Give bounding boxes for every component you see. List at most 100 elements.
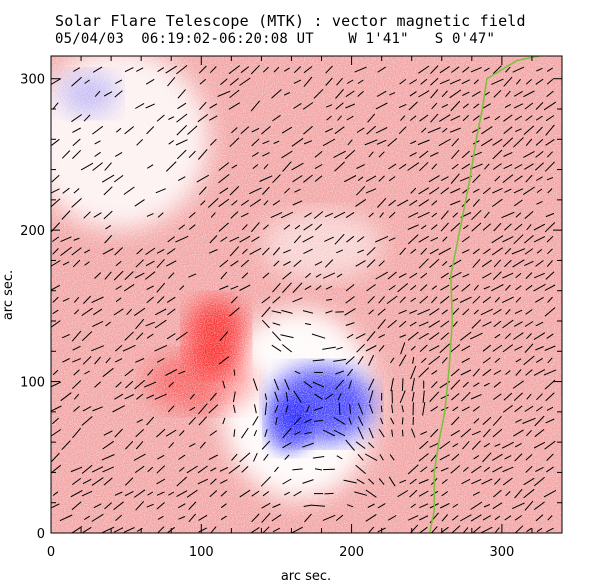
field-vector (261, 306, 271, 318)
field-vector (156, 258, 165, 269)
field-vector (514, 515, 523, 521)
field-vector (252, 164, 259, 169)
field-vector (379, 212, 384, 218)
field-vector (251, 151, 259, 157)
field-vector (511, 502, 525, 510)
field-vector (51, 174, 60, 183)
field-vector (156, 282, 166, 293)
field-vector (156, 428, 166, 438)
field-vector (102, 440, 114, 450)
field-vector (84, 261, 90, 266)
field-vector (73, 296, 80, 303)
field-vector (51, 381, 62, 388)
field-vector (274, 466, 279, 473)
field-vector (114, 428, 123, 438)
field-vector (366, 125, 377, 135)
field-vector (546, 260, 553, 267)
field-vector (104, 271, 112, 280)
field-vector (368, 526, 375, 533)
field-vector (546, 90, 554, 97)
field-vector (494, 443, 501, 447)
field-vector (449, 259, 462, 268)
field-vector (251, 222, 260, 233)
field-vector (144, 271, 156, 280)
field-vector (492, 271, 502, 280)
field-vector (101, 174, 115, 183)
field-vector (280, 334, 294, 339)
field-vector (188, 273, 197, 278)
field-vector (412, 357, 415, 364)
field-vector (493, 89, 502, 98)
field-vector (134, 379, 146, 390)
field-vector (451, 149, 460, 160)
field-vector (505, 90, 511, 98)
field-vector (472, 248, 480, 255)
field-vector (178, 467, 185, 472)
field-vector (233, 429, 236, 437)
field-vector (536, 406, 543, 412)
field-vector (513, 392, 523, 401)
field-vector (345, 90, 355, 98)
field-vector (208, 404, 219, 414)
field-vector (449, 127, 461, 133)
field-vector (491, 284, 504, 292)
field-vector (304, 418, 312, 424)
field-vector (536, 188, 543, 194)
field-vector (91, 513, 104, 522)
field-vector (94, 151, 101, 157)
field-vector (166, 248, 176, 255)
field-vector (357, 403, 364, 415)
field-vector (482, 272, 492, 279)
field-vector (92, 125, 104, 135)
field-vector (73, 369, 80, 376)
field-vector (493, 381, 502, 388)
field-vector (51, 452, 60, 462)
field-vector (219, 259, 229, 268)
field-vector (407, 331, 419, 341)
field-vector (388, 211, 396, 219)
field-vector (546, 333, 554, 339)
field-vector (156, 465, 166, 474)
field-vector (419, 161, 429, 172)
field-vector (51, 320, 61, 328)
field-vector (431, 102, 438, 110)
field-vector (188, 416, 197, 425)
field-vector (283, 249, 291, 254)
field-vector (282, 282, 292, 293)
field-vector (312, 456, 325, 459)
field-vector (504, 333, 511, 340)
field-vector (94, 140, 101, 145)
field-vector (272, 322, 281, 326)
field-vector (322, 272, 336, 279)
field-vector (188, 224, 196, 230)
field-vector (302, 442, 314, 448)
field-vector (545, 418, 555, 424)
field-vector (441, 479, 448, 484)
field-vector (156, 114, 165, 122)
field-vector (230, 211, 239, 219)
field-vector (262, 224, 269, 230)
field-vector (324, 259, 334, 268)
field-vector (285, 405, 289, 413)
field-vector (461, 79, 471, 85)
field-vector (198, 186, 207, 196)
field-vector (198, 416, 208, 426)
field-vector (431, 200, 438, 206)
field-vector (399, 334, 406, 338)
field-vector (188, 501, 197, 510)
field-vector (209, 115, 218, 121)
field-vector (233, 369, 236, 376)
field-vector (525, 272, 533, 279)
field-vector (273, 378, 280, 391)
observation-date: 05/04/03 (55, 31, 125, 47)
field-vector (470, 393, 482, 400)
field-vector (429, 345, 440, 352)
field-vector (325, 310, 333, 314)
field-vector (470, 501, 483, 510)
field-vector (502, 466, 514, 473)
field-vector (147, 491, 154, 496)
field-vector (208, 249, 218, 254)
field-vector (199, 441, 206, 449)
field-vector (51, 284, 61, 291)
field-vector (306, 405, 310, 413)
